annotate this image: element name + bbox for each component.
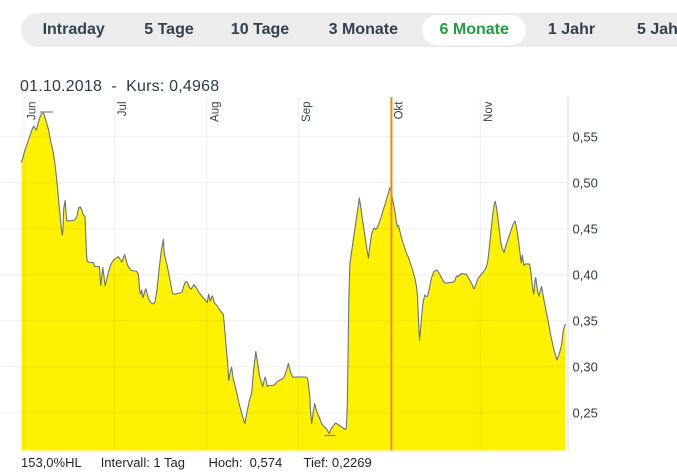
svg-text:Aug: Aug — [209, 102, 221, 122]
svg-text:Nov: Nov — [483, 101, 495, 122]
svg-text:0,40: 0,40 — [573, 267, 598, 282]
svg-text:0,25: 0,25 — [573, 405, 598, 420]
svg-text:0,55: 0,55 — [573, 129, 598, 144]
svg-text:Okt: Okt — [393, 101, 405, 120]
svg-text:Jun: Jun — [27, 102, 39, 121]
svg-text:Sep: Sep — [301, 102, 313, 122]
svg-text:Jul: Jul — [117, 102, 129, 117]
svg-text:0,35: 0,35 — [573, 313, 598, 328]
svg-text:0,50: 0,50 — [573, 175, 598, 190]
svg-text:0,45: 0,45 — [573, 221, 598, 236]
svg-text:0,30: 0,30 — [573, 359, 598, 374]
